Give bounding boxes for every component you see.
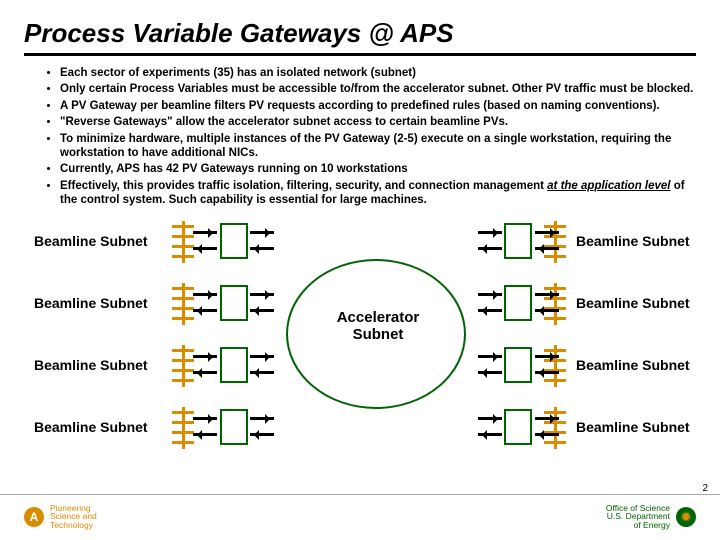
bullet-item: "Reverse Gateways" allow the accelerator… [60,115,696,129]
traffic-arrow-icon [478,309,502,312]
traffic-arrow-icon [250,293,274,296]
beamline-subnet-label-left: Beamline Subnet [34,357,148,373]
slide-title: Process Variable Gateways @ APS [24,18,696,56]
traffic-arrow-icon [250,417,274,420]
traffic-arrow-icon [250,231,274,234]
bullet-item: A PV Gateway per beamline filters PV req… [60,99,696,113]
traffic-arrow-icon [250,355,274,358]
pv-gateway-box [504,285,532,321]
pv-gateway-box [220,347,248,383]
traffic-arrow-icon [193,371,217,374]
pv-gateway-box [504,223,532,259]
aps-logo-icon: A [24,507,44,527]
traffic-arrow-icon [193,293,217,296]
beamline-subnet-label-right: Beamline Subnet [576,357,690,373]
pv-gateway-box [220,285,248,321]
accelerator-label: Accelerator Subnet [308,309,448,343]
page-number: 2 [702,483,708,494]
pv-gateway-box [220,409,248,445]
traffic-arrow-icon [193,355,217,358]
beamline-subnet-label-left: Beamline Subnet [34,233,148,249]
beamline-subnet-label-left: Beamline Subnet [34,295,148,311]
traffic-arrow-icon [478,371,502,374]
bullet-item: Currently, APS has 42 PV Gateways runnin… [60,162,696,176]
traffic-arrow-icon [193,247,217,250]
traffic-arrow-icon [193,309,217,312]
traffic-arrow-icon [535,371,559,374]
traffic-arrow-icon [535,309,559,312]
traffic-arrow-icon [535,293,559,296]
footer-right-text: Office of ScienceU.S. Departmentof Energ… [606,504,670,530]
traffic-arrow-icon [478,247,502,250]
pv-gateway-box [504,347,532,383]
bullet-item: Each sector of experiments (35) has an i… [60,66,696,80]
subnet-bus-icon [172,283,212,325]
pv-gateway-box [220,223,248,259]
traffic-arrow-icon [535,355,559,358]
traffic-arrow-icon [250,371,274,374]
footer-left-text: PioneeringScience andTechnology [50,504,97,530]
beamline-subnet-label-right: Beamline Subnet [576,419,690,435]
footer: A PioneeringScience andTechnology Office… [0,494,720,534]
beamline-subnet-label-right: Beamline Subnet [576,233,690,249]
beamline-subnet-label-left: Beamline Subnet [34,419,148,435]
traffic-arrow-icon [535,433,559,436]
bullet-list: Each sector of experiments (35) has an i… [24,66,696,207]
traffic-arrow-icon [478,293,502,296]
traffic-arrow-icon [535,231,559,234]
bullet-item: Effectively, this provides traffic isola… [60,179,696,208]
traffic-arrow-icon [250,433,274,436]
traffic-arrow-icon [478,355,502,358]
doe-logo-icon: ✹ [676,507,696,527]
traffic-arrow-icon [193,417,217,420]
traffic-arrow-icon [478,417,502,420]
network-diagram: Accelerator Subnet Beamline Subnet Beamli… [24,215,696,475]
traffic-arrow-icon [250,247,274,250]
subnet-bus-icon [172,345,212,387]
traffic-arrow-icon [193,231,217,234]
bullet-item: To minimize hardware, multiple instances… [60,132,696,161]
subnet-bus-icon [172,407,212,449]
traffic-arrow-icon [535,247,559,250]
bullet-item: Only certain Process Variables must be a… [60,82,696,96]
pv-gateway-box [504,409,532,445]
subnet-bus-icon [172,221,212,263]
traffic-arrow-icon [535,417,559,420]
traffic-arrow-icon [478,231,502,234]
traffic-arrow-icon [193,433,217,436]
beamline-subnet-label-right: Beamline Subnet [576,295,690,311]
traffic-arrow-icon [478,433,502,436]
traffic-arrow-icon [250,309,274,312]
